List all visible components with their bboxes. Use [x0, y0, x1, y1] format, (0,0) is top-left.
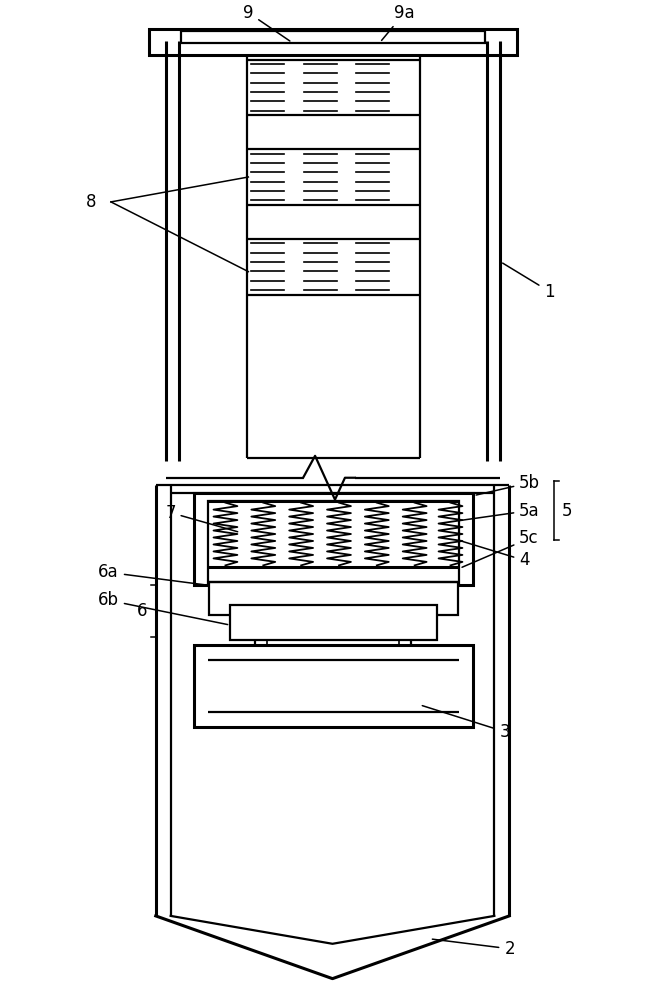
Bar — [230, 605, 436, 640]
Text: 9: 9 — [243, 4, 290, 41]
Text: 6: 6 — [137, 602, 148, 620]
Text: 4: 4 — [462, 541, 530, 569]
Text: 2: 2 — [432, 939, 515, 958]
Bar — [208, 501, 459, 585]
Text: 5a: 5a — [462, 502, 540, 520]
Text: 5b: 5b — [476, 474, 540, 495]
Text: 1: 1 — [503, 263, 554, 301]
Text: 7: 7 — [165, 504, 238, 532]
Bar — [194, 493, 473, 585]
Bar — [194, 645, 473, 727]
Text: 3: 3 — [422, 706, 510, 741]
Bar — [181, 31, 485, 43]
Text: 5: 5 — [562, 502, 572, 520]
Bar — [208, 582, 458, 615]
Text: 9a: 9a — [382, 4, 415, 40]
Text: 5c: 5c — [462, 529, 539, 567]
Text: 8: 8 — [86, 193, 96, 211]
Text: 6b: 6b — [98, 591, 228, 625]
Text: 6a: 6a — [98, 563, 206, 585]
Bar — [149, 29, 517, 55]
